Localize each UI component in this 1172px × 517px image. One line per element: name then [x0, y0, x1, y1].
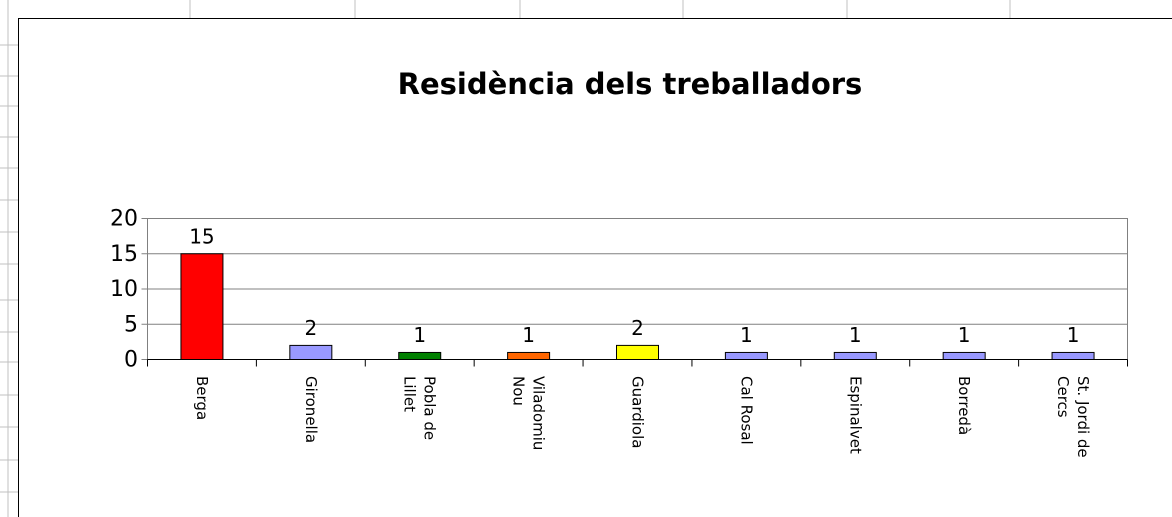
x-tick-label: Pobla de Lillet	[400, 376, 439, 441]
value-label: 1	[958, 323, 971, 347]
y-tick-label: 20	[110, 207, 138, 232]
bar	[942, 351, 986, 361]
x-tick-label: Espinalvet	[846, 376, 865, 454]
value-label: 1	[522, 323, 535, 347]
x-tick-label: Gironella	[301, 376, 320, 444]
value-label: 1	[1067, 323, 1080, 347]
value-label: 2	[631, 316, 644, 340]
x-tick-label: Borredà	[955, 376, 974, 436]
y-tick-label: 10	[110, 277, 138, 302]
spreadsheet-grid	[0, 0, 1011, 517]
x-tick-label: Cal Rosal	[737, 376, 756, 445]
bar	[833, 351, 877, 361]
x-tick-label: Viladomiu Nou	[509, 376, 548, 451]
chart-title: Residència dels treballadors	[398, 67, 863, 101]
x-tick-label: Berga	[192, 376, 211, 421]
bar	[180, 253, 224, 360]
y-tick-label: 5	[124, 312, 138, 337]
x-tick-label: Guardiola	[628, 376, 647, 449]
bar	[724, 351, 768, 361]
value-label: 1	[413, 323, 426, 347]
bar	[289, 344, 333, 360]
x-tick-label: St. Jordi de Cercs	[1054, 376, 1093, 458]
bar	[1051, 351, 1095, 361]
y-tick-label: 0	[124, 348, 138, 373]
value-label: 15	[189, 224, 214, 248]
bar	[616, 344, 659, 360]
value-label: 1	[849, 323, 862, 347]
bar	[507, 351, 551, 361]
bar	[398, 351, 442, 361]
y-tick-label: 15	[110, 242, 138, 267]
value-label: 2	[304, 316, 317, 340]
value-label: 1	[740, 323, 753, 347]
